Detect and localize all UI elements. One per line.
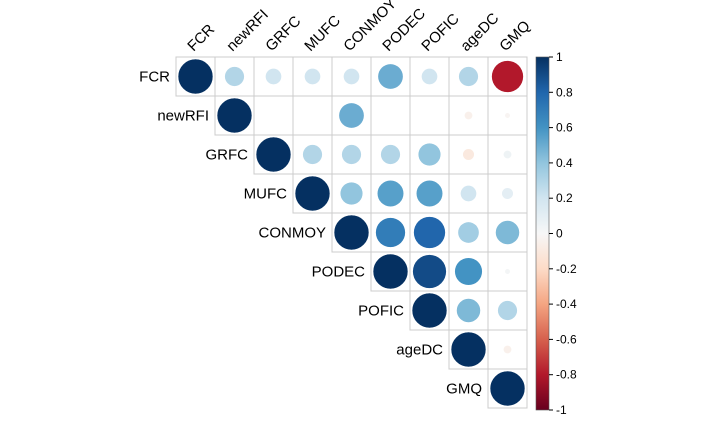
correlation-circle-newRFI-newRFI [216,97,253,134]
grid-cell [370,95,411,136]
row-label: FCR [139,69,170,86]
colorbar-tick-label: 1 [556,50,563,64]
correlation-circle-MUFC-POFIC [416,180,443,207]
correlation-circle-POFIC-ageDC [456,298,481,323]
correlation-circle-CONMOY-ageDC [458,222,479,243]
correlation-circle-POFIC-POFIC [411,292,448,329]
correlation-circle-GRFC-GRFC [255,136,292,173]
correlation-circle-FCR-GMQ [491,60,524,93]
row-label: PODEC [312,264,366,281]
correlation-circle-GRFC-POFIC [418,143,441,166]
correlation-circle-CONMOY-PODEC [375,217,406,248]
row-labels: FCR newRFI GRFC MUFC CONMOY PODEC POFIC ageDC GM… [139,69,482,398]
column-label: newRFI [223,6,272,55]
colorbar-tick-label: -0.4 [556,297,577,311]
correlation-circle-GMQ-GMQ [489,370,526,407]
correlation-circle-FCR-CONMOY [343,68,360,85]
correlation-circle-FCR-newRFI [224,66,245,87]
colorbar-tick-label: -1 [556,403,567,417]
column-labels: FCR newRFIGRFCMUFCCONMOYPODECPOFICageDCGM… [184,0,533,55]
row-label: GMQ [446,381,482,398]
column-label: GMQ [496,17,533,54]
correlation-circle-FCR-FCR [177,58,214,95]
colorbar-tick-label: -0.6 [556,332,577,346]
correlation-circle-PODEC-POFIC [412,254,447,289]
cell-grid [175,56,528,409]
colorbar-tick-label: -0.8 [556,368,577,382]
correlation-circle-newRFI-CONMOY [339,103,364,128]
correlation-circle-CONMOY-GMQ [495,220,520,245]
correlation-circle-ageDC-GMQ [503,345,512,354]
correlation-circle-FCR-GRFC [265,68,282,85]
colorbar-tick-label: 0.6 [556,121,573,135]
colorbar-tick-label: 0.2 [556,191,573,205]
row-label: GRFC [206,147,249,164]
correlation-circle-MUFC-MUFC [294,175,331,212]
row-label: newRFI [157,108,209,125]
column-label: ageDC [457,10,502,55]
correlation-circle-newRFI-ageDC [464,111,473,120]
correlation-circle-FCR-ageDC [458,66,479,87]
correlation-circle-GRFC-CONMOY [341,144,362,165]
row-label: MUFC [244,186,287,203]
grid-cell [253,95,294,136]
colorbar-tick-label: -0.2 [556,262,577,276]
correlation-circle-GRFC-GMQ [503,150,512,159]
correlation-circle-MUFC-CONMOY [340,182,363,205]
correlation-circle-FCR-POFIC [421,68,438,85]
grid-cell [409,95,450,136]
correlation-circle-GRFC-ageDC [462,148,475,161]
correlation-circle-ageDC-ageDC [450,331,487,368]
row-label: CONMOY [259,225,327,242]
correlation-circle-GRFC-PODEC [380,144,401,165]
correlation-circle-MUFC-GMQ [501,187,514,200]
correlation-circle-MUFC-ageDC [460,185,477,202]
correlation-circle-GRFC-MUFC [302,144,323,165]
correlation-circle-FCR-MUFC [304,68,321,85]
column-label: FCR [184,21,218,55]
correlation-circle-CONMOY-POFIC [413,216,446,249]
colorbar-tick-label: 0 [556,227,563,241]
correlation-circle-FCR-PODEC [378,64,403,89]
color-legend: 1 0.8 0.6 0.4 0.2 0 -0.2 -0.4 -0.6 -0.8 -1 [535,50,577,417]
correlation-circles [177,58,526,407]
correlation-circle-PODEC-ageDC [454,257,483,286]
colorbar-tick-label: 0.8 [556,85,573,99]
grid-cell [487,368,528,409]
column-label: MUFC [301,12,344,55]
correlation-circle-PODEC-PODEC [372,253,409,290]
row-label: POFIC [358,303,404,320]
correlation-circle-newRFI-GMQ [505,113,510,118]
row-label: ageDC [396,342,443,359]
colorbar-tick-label: 0.4 [556,156,573,170]
correlation-circle-CONMOY-CONMOY [333,214,370,251]
correlation-circle-POFIC-GMQ [497,300,518,321]
correlation-circle-MUFC-PODEC [377,180,404,207]
correlation-circle-PODEC-GMQ [505,269,510,274]
colorbar [535,56,550,411]
grid-cell [292,95,333,136]
